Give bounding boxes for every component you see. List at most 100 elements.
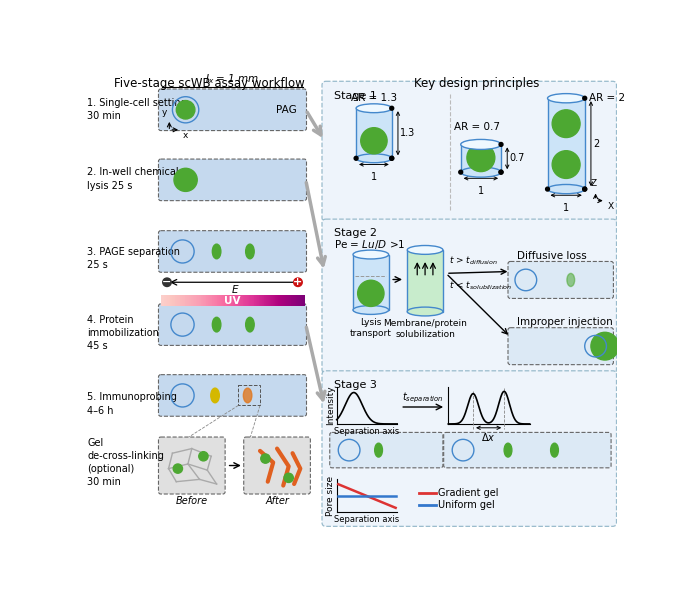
FancyBboxPatch shape [158,375,306,416]
Circle shape [552,151,580,178]
Text: $I_x$ = 1 mm: $I_x$ = 1 mm [206,72,260,86]
Text: X: X [608,202,614,211]
FancyBboxPatch shape [508,328,613,365]
Text: 0.7: 0.7 [510,153,525,163]
Bar [461,144,501,172]
Bar [547,98,585,189]
Text: Gel
de-cross-linking
(optional)
30 min: Gel de-cross-linking (optional) 30 min [87,438,164,487]
Circle shape [358,280,384,307]
Ellipse shape [461,140,501,150]
Bar [353,255,388,310]
Circle shape [499,170,503,174]
Ellipse shape [551,443,558,457]
Circle shape [176,100,195,119]
Text: Uniform gel: Uniform gel [438,500,495,510]
Text: −: − [162,277,172,287]
Ellipse shape [356,154,392,163]
Text: Five-stage scWB assay workflow: Five-stage scWB assay workflow [114,77,305,90]
Text: 2: 2 [593,138,599,148]
Ellipse shape [504,443,512,457]
Text: Gradient gel: Gradient gel [438,488,499,498]
Text: 1: 1 [563,203,569,213]
Text: Separation axis: Separation axis [334,515,399,524]
Ellipse shape [212,317,221,332]
Text: Key design principles: Key design principles [414,77,540,90]
Ellipse shape [353,305,388,314]
Text: AR = 1.3: AR = 1.3 [351,93,397,103]
Text: $\Delta x$: $\Delta x$ [482,431,496,443]
FancyBboxPatch shape [244,437,310,494]
Text: Stage 1: Stage 1 [334,90,377,100]
Text: Diffusive loss: Diffusive loss [516,251,586,261]
Text: Improper injection: Improper injection [516,317,612,327]
Text: Stage 2: Stage 2 [334,228,377,238]
Ellipse shape [567,273,575,286]
Text: 2. In-well chemical
lysis 25 s: 2. In-well chemical lysis 25 s [87,168,179,191]
Text: $t$ > $t_{diffusion}$: $t$ > $t_{diffusion}$ [449,255,498,267]
Ellipse shape [212,244,221,259]
FancyBboxPatch shape [322,371,616,526]
Bar [161,296,304,306]
Circle shape [552,110,580,138]
Text: Separation axis: Separation axis [334,427,399,436]
Ellipse shape [408,245,443,254]
Text: Membrane/protein
solubilization: Membrane/protein solubilization [383,319,467,339]
Text: $E$: $E$ [232,283,240,295]
FancyBboxPatch shape [158,304,306,345]
Circle shape [459,170,462,174]
Ellipse shape [375,443,382,457]
Text: PAG: PAG [275,105,297,115]
Text: +: + [293,277,303,287]
Circle shape [591,332,619,360]
Text: Pe = $Lu/D$ >1: Pe = $Lu/D$ >1 [334,238,405,251]
Circle shape [467,144,495,172]
Circle shape [390,156,394,160]
Bar [408,250,443,311]
Text: x: x [182,131,188,140]
FancyBboxPatch shape [322,219,616,373]
Text: 3. PAGE separation
25 s: 3. PAGE separation 25 s [87,247,180,270]
FancyBboxPatch shape [158,89,306,131]
Circle shape [174,168,197,191]
Circle shape [261,454,270,463]
Circle shape [163,278,171,286]
FancyBboxPatch shape [158,159,306,201]
Text: $t$ < $t_{solubilization}$: $t$ < $t_{solubilization}$ [449,280,512,292]
Circle shape [361,128,387,154]
Circle shape [390,156,394,160]
Text: Lysis
transport: Lysis transport [350,318,392,338]
Text: 4. Protein
immobilization
45 s: 4. Protein immobilization 45 s [87,315,159,351]
Circle shape [390,106,394,110]
Ellipse shape [547,94,585,103]
Text: UV: UV [224,296,240,306]
Circle shape [284,473,293,482]
FancyBboxPatch shape [322,81,616,222]
Text: Intensity: Intensity [326,386,335,425]
Ellipse shape [461,167,501,177]
Ellipse shape [211,388,219,403]
Circle shape [499,170,503,174]
Circle shape [583,96,586,100]
FancyBboxPatch shape [508,261,613,298]
Circle shape [583,187,586,191]
FancyBboxPatch shape [158,437,225,494]
Circle shape [173,464,182,473]
FancyBboxPatch shape [444,432,611,468]
Text: Z: Z [590,179,597,188]
Bar [356,108,392,158]
Ellipse shape [547,185,585,194]
Text: Pore size: Pore size [326,475,335,516]
Circle shape [583,187,586,191]
Text: 1.3: 1.3 [400,128,416,138]
Circle shape [354,156,358,160]
Ellipse shape [353,250,388,259]
Text: 1. Single-cell setting
30 min: 1. Single-cell setting 30 min [87,98,187,121]
FancyBboxPatch shape [158,230,306,272]
Circle shape [545,187,549,191]
Text: $t_{separation}$: $t_{separation}$ [402,390,444,405]
Bar [238,386,260,406]
Text: Before: Before [176,495,208,505]
Circle shape [199,451,208,461]
Circle shape [499,143,503,146]
Ellipse shape [246,244,254,259]
